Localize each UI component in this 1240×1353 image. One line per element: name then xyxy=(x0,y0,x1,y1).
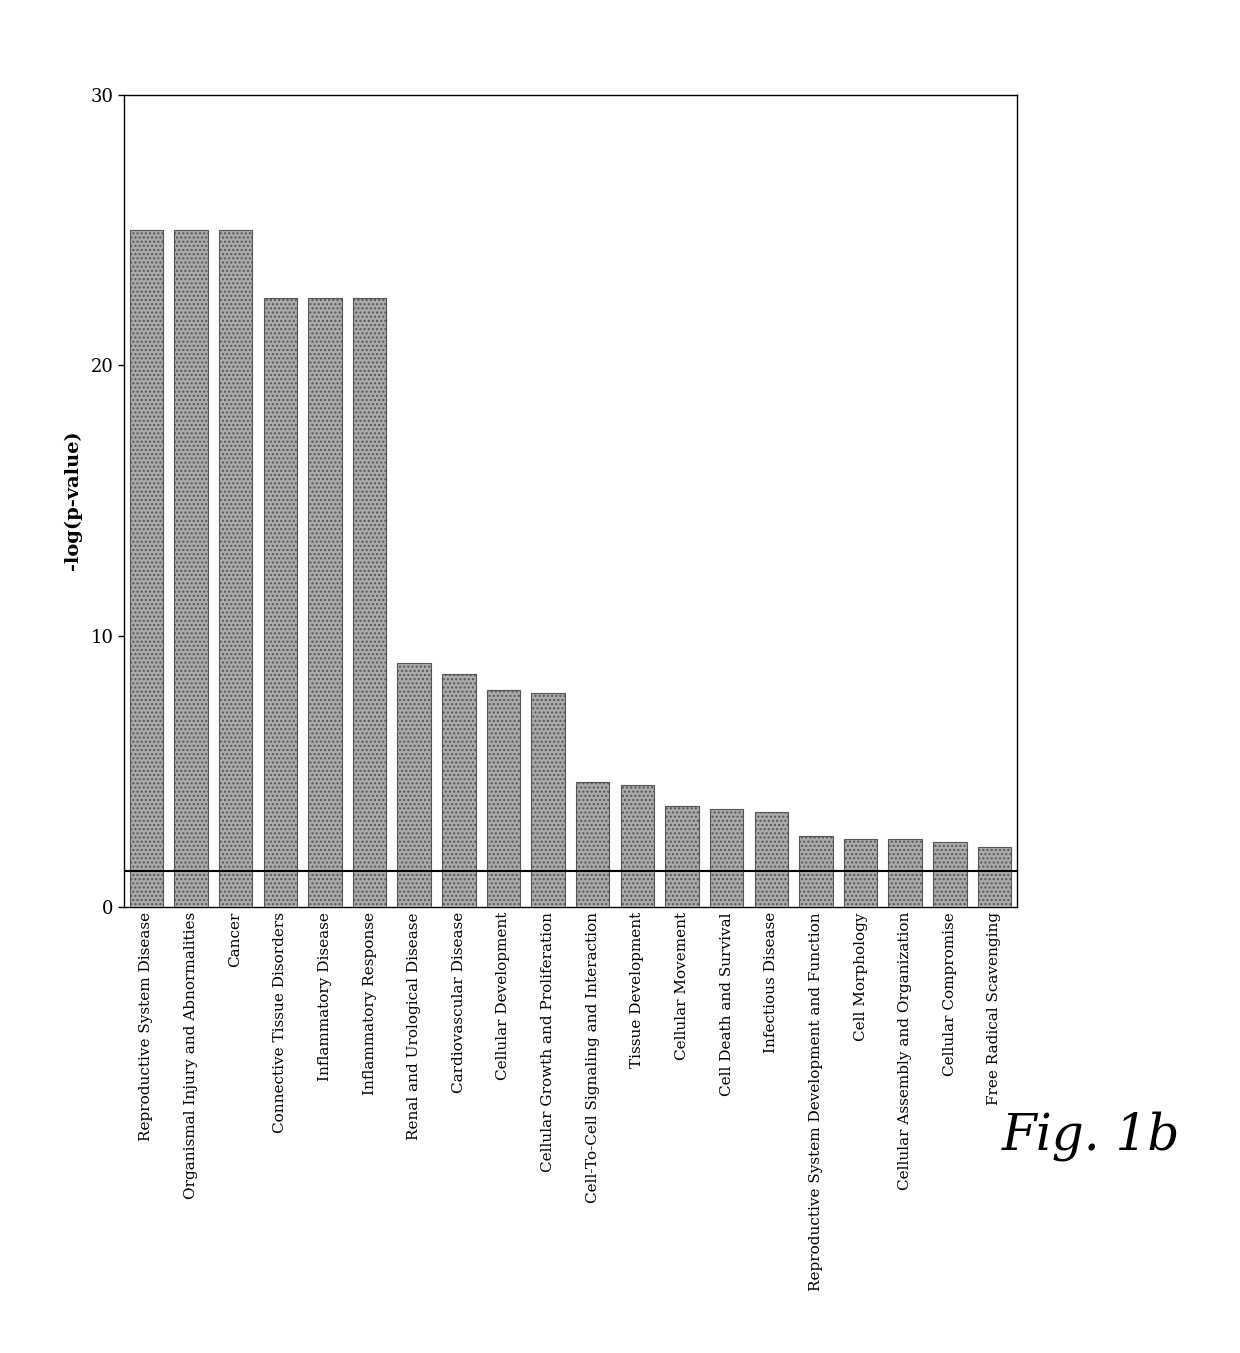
Bar xyxy=(800,836,833,907)
Bar xyxy=(888,839,923,907)
Bar xyxy=(397,663,432,907)
Bar xyxy=(263,298,298,907)
Bar xyxy=(486,690,521,907)
Bar xyxy=(621,785,655,907)
Bar xyxy=(129,230,164,907)
Bar xyxy=(575,782,610,907)
Bar xyxy=(843,839,878,907)
Bar xyxy=(932,842,967,907)
Bar xyxy=(219,230,253,907)
Bar xyxy=(531,693,564,907)
Bar xyxy=(308,298,342,907)
Bar xyxy=(352,298,387,907)
Bar xyxy=(711,809,744,907)
Bar xyxy=(754,812,789,907)
Y-axis label: -log(p-value): -log(p-value) xyxy=(64,430,82,571)
Bar xyxy=(977,847,1012,907)
Bar xyxy=(441,674,476,907)
Bar xyxy=(665,806,699,907)
Text: Fig. 1b: Fig. 1b xyxy=(1002,1112,1180,1161)
Bar xyxy=(174,230,207,907)
